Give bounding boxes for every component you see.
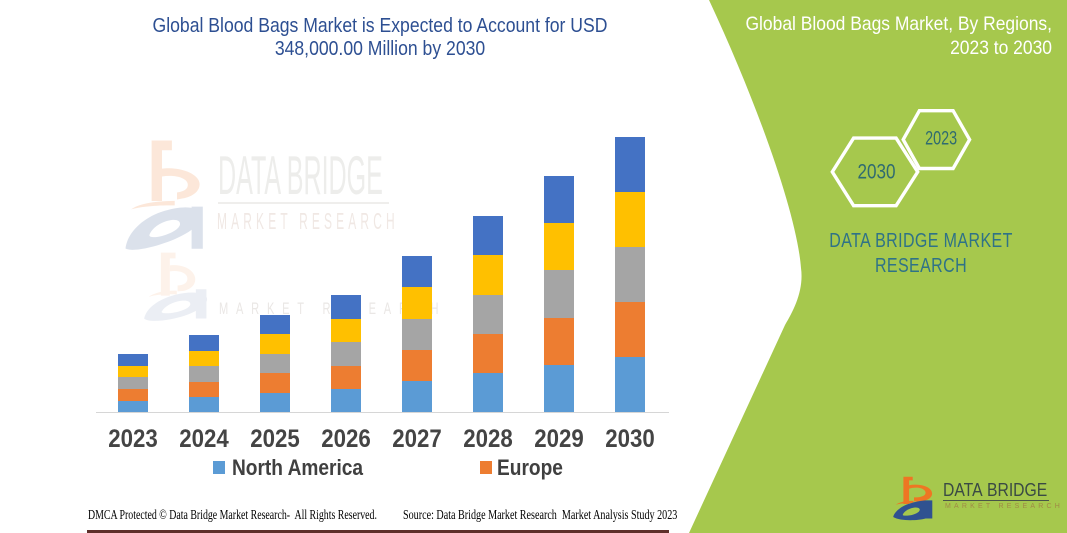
svg-text:2023: 2023 xyxy=(925,128,957,149)
svg-text:2030: 2030 xyxy=(858,161,896,184)
